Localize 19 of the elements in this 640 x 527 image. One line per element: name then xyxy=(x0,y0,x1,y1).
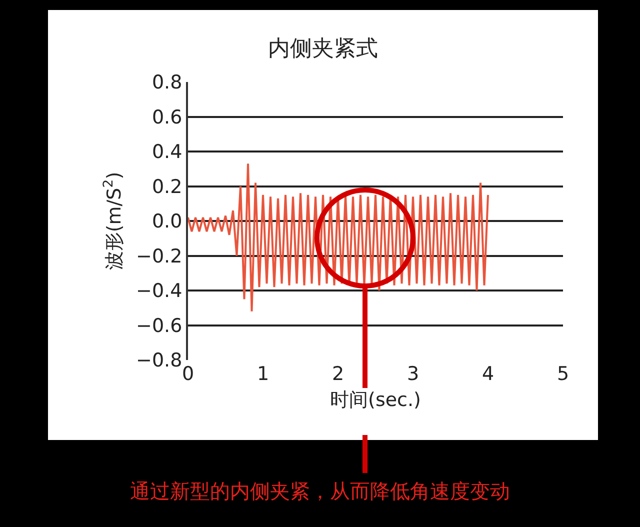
y-tick-label: 0.6 xyxy=(152,106,182,128)
y-tick-label: 0.2 xyxy=(152,176,182,198)
x-tick-label: 2 xyxy=(332,363,344,385)
y-tick-label: 0.4 xyxy=(152,141,182,164)
y-tick-label: −0.2 xyxy=(136,245,182,268)
y-tick-label: −0.6 xyxy=(136,314,182,337)
y-tick-label: 0.0 xyxy=(152,210,182,233)
x-tick-label: 5 xyxy=(556,363,570,385)
y-tick-label: 0.8 xyxy=(152,72,182,94)
x-tick-label: 3 xyxy=(406,363,420,385)
y-tick-label: −0.8 xyxy=(136,350,182,372)
line-series xyxy=(188,162,489,312)
text: 通过新型的内侧夹紧，从而降低角速度变动 xyxy=(129,478,511,505)
x-axis-title: 时间(sec.) xyxy=(330,388,421,411)
y-tick-label: −0.4 xyxy=(136,280,182,302)
x-tick-label: 4 xyxy=(482,363,494,385)
chart-title: 内侧夹紧式 xyxy=(268,36,378,62)
x-tick-label: 1 xyxy=(256,363,270,385)
x-tick-label: 0 xyxy=(182,363,194,385)
